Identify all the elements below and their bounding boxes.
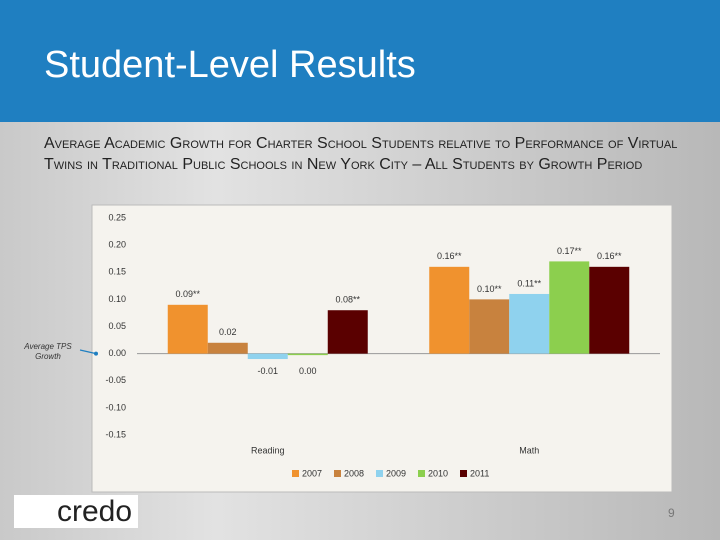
y-tick-label: 0.10 xyxy=(108,294,126,304)
legend-swatch xyxy=(418,470,425,477)
y-tick-label: 0.25 xyxy=(108,212,126,222)
value-label: 0.11** xyxy=(517,278,541,288)
bar xyxy=(207,342,248,354)
bar xyxy=(469,299,510,354)
value-label: 0.02 xyxy=(219,327,237,337)
value-label: 0.00 xyxy=(299,366,317,376)
y-tick-label: 0.15 xyxy=(108,267,126,277)
bar xyxy=(549,261,590,354)
legend-swatch xyxy=(376,470,383,477)
header-band xyxy=(0,0,720,122)
value-label: 0.09** xyxy=(175,289,200,299)
value-label: -0.01 xyxy=(257,366,278,376)
slide-title: Student-Level Results xyxy=(44,44,416,86)
value-label: 0.16** xyxy=(597,251,622,261)
page-number: 9 xyxy=(668,506,675,520)
bar xyxy=(327,310,368,354)
value-label: 0.08** xyxy=(335,295,360,305)
legend-label: 2008 xyxy=(344,468,364,478)
legend-label: 2011 xyxy=(470,468,489,478)
legend-label: 2007 xyxy=(302,468,322,478)
bar xyxy=(247,353,288,360)
value-label: 0.16** xyxy=(437,251,462,261)
legend-swatch xyxy=(460,470,467,477)
annotation-arrow xyxy=(79,349,97,355)
legend-label: 2010 xyxy=(428,468,448,478)
y-tick-label: -0.05 xyxy=(105,375,126,385)
bar xyxy=(287,353,328,356)
legend-swatch xyxy=(334,470,341,477)
value-label: 0.10** xyxy=(477,284,502,294)
bar xyxy=(509,293,550,354)
slide-subtitle: Average Academic Growth for Charter Scho… xyxy=(44,135,678,173)
y-tick-label: 0.05 xyxy=(108,321,126,331)
annotation: Average TPS Growth xyxy=(23,342,72,361)
logo: credo xyxy=(14,495,138,528)
y-tick-label: -0.15 xyxy=(105,429,126,439)
value-label: 0.17** xyxy=(557,246,582,256)
bar xyxy=(589,266,630,354)
bar xyxy=(429,266,470,354)
annotation-arrow-head xyxy=(94,351,98,356)
legend-swatch xyxy=(292,470,299,477)
x-tick-label: Reading xyxy=(251,445,285,455)
legend-label: 2009 xyxy=(386,468,406,478)
y-tick-label: 0.00 xyxy=(108,348,126,358)
bar xyxy=(167,304,208,354)
x-tick-label: Math xyxy=(519,445,539,455)
y-tick-label: -0.10 xyxy=(105,402,126,412)
y-tick-label: 0.20 xyxy=(108,240,126,250)
